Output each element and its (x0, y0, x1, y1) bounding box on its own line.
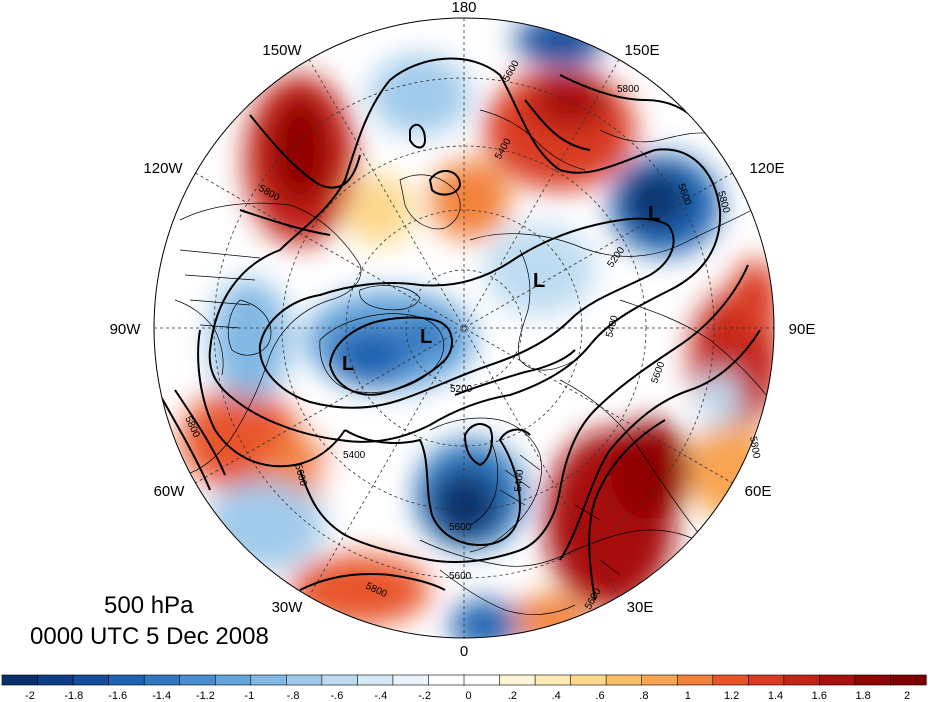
colorbar-tick-label: -1.2 (196, 690, 215, 702)
colorbar-tick-label: -2 (25, 690, 35, 702)
lon-label-90w: 90W (110, 321, 142, 338)
colorbar-swatches (1, 674, 927, 686)
colorbar-tick-label: -1 (244, 690, 254, 702)
lon-label-30e: 30E (627, 599, 654, 616)
colorbar-swatch (676, 674, 714, 686)
colorbar-swatch (499, 674, 536, 686)
lon-label-120e: 120E (749, 160, 784, 177)
polar-map: 5600 5800 5400 5200 5600 5800 5400 5600 … (110, 0, 816, 660)
colorbar-swatch (534, 674, 572, 686)
longitude-labels: 180 150E 120E 90E 60E 30E 0 30W 60W 90W … (110, 0, 816, 660)
lon-label-60e: 60E (745, 483, 772, 500)
colorbar-swatch (463, 674, 501, 686)
lon-label-90e: 90E (789, 321, 816, 338)
colorbar-tick-label: -.6 (330, 690, 343, 702)
colorbar-swatch (108, 674, 145, 686)
colorbar-swatch (712, 674, 749, 686)
colorbar-swatch (605, 674, 643, 686)
colorbar-swatch (214, 674, 252, 686)
colorbar-swatch (819, 674, 856, 686)
contour-label: 5400 (343, 450, 366, 461)
lon-label-60w: 60W (154, 483, 186, 500)
colorbar-tick-label: 0 (465, 690, 471, 702)
map-border (153, 17, 775, 639)
colorbar-swatch (854, 674, 892, 686)
colorbar-tick-label: -.2 (418, 690, 431, 702)
coastlines (174, 109, 771, 615)
graticule (154, 18, 774, 638)
lon-label-150e: 150E (624, 42, 659, 59)
colorbar-tick-label: .2 (508, 690, 517, 702)
colorbar-swatch (143, 674, 181, 686)
contour-label: 5800 (747, 436, 762, 460)
map-level-label: 500 hPa (104, 592, 194, 619)
colorbar-tick-labels: -2 -1.8 -1.6 -1.4 -1.2 -1 -.8 -.6 -.4 -.2 0 .2 .4 .6.… (25, 690, 910, 702)
low-center-label: L (420, 326, 432, 348)
colorbar-tick-label: 1.4 (768, 690, 783, 702)
colorbar-tick-label: .6 (595, 690, 604, 702)
colorbar-swatch (321, 674, 358, 686)
colorbar-tick-label: 1 (685, 690, 691, 702)
contour-label: 5400 (513, 469, 526, 493)
colorbar-swatch (179, 674, 216, 686)
colorbar-swatch (357, 674, 394, 686)
colorbar-tick-label: -1.4 (152, 690, 171, 702)
contour-label: 5200 (450, 384, 473, 395)
colorbar-swatch (783, 674, 820, 686)
colorbar-swatch (1, 674, 39, 686)
colorbar-tick-label: 2 (904, 690, 910, 702)
colorbar-swatch (890, 674, 927, 686)
colorbar-swatch (748, 674, 785, 686)
colorbar-swatch (392, 674, 430, 686)
low-center-label: L (342, 353, 354, 375)
map-datetime-label: 0000 UTC 5 Dec 2008 (30, 623, 269, 650)
colorbar: -2 -1.8 -1.6 -1.4 -1.2 -1 -.8 -.6 -.4 -.2 0 .2 .4 .6.… (1, 674, 927, 702)
colorbar-tick-label: -.8 (287, 690, 300, 702)
colorbar-tick-label: 1.6 (812, 690, 827, 702)
colorbar-swatch (286, 674, 323, 686)
lon-label-120w: 120W (143, 160, 183, 177)
lon-label-30w: 30W (272, 599, 304, 616)
contour-label: 5600 (449, 571, 472, 582)
colorbar-swatch (641, 674, 678, 686)
low-centers: L L L L (342, 203, 660, 375)
colorbar-tick-label: 1.8 (855, 690, 870, 702)
colorbar-swatch (428, 674, 465, 686)
low-center-label: L (648, 203, 660, 225)
contour-label: 5600 (449, 522, 472, 533)
lon-label-0: 0 (460, 643, 468, 660)
colorbar-tick-label: .4 (552, 690, 561, 702)
contour-label: 5800 (617, 84, 640, 95)
height-contours (159, 57, 761, 601)
colorbar-swatch (72, 674, 110, 686)
colorbar-tick-label: .8 (639, 690, 648, 702)
lon-label-180: 180 (451, 0, 476, 16)
low-center-label: L (533, 270, 545, 292)
colorbar-swatch (37, 674, 74, 686)
colorbar-swatch (570, 674, 607, 686)
colorbar-tick-label: -.4 (374, 690, 387, 702)
colorbar-tick-label: -1.6 (108, 690, 127, 702)
anomaly-shading (154, 18, 774, 638)
lon-label-150w: 150W (262, 42, 302, 59)
colorbar-tick-label: 1.2 (724, 690, 739, 702)
colorbar-tick-label: -1.8 (64, 690, 83, 702)
colorbar-swatch (250, 674, 287, 686)
